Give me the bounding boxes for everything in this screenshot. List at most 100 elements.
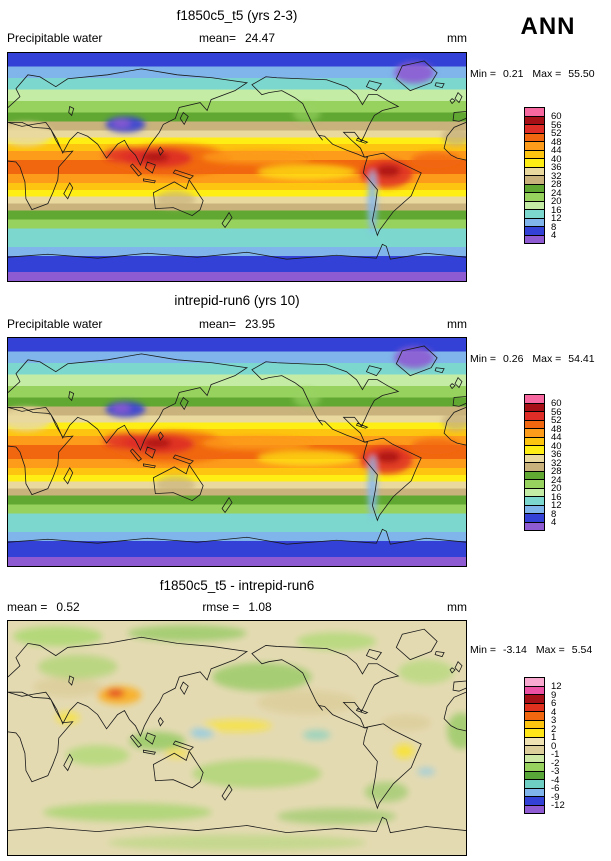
colorbar-tick-label: -1: [551, 749, 560, 760]
colorbar-tick-label: 16: [551, 491, 562, 503]
panel-title-case: f1850c5_t5 (yrs 2-3): [176, 8, 298, 23]
minmax-case: Min = 0.21 Max = 55.50: [470, 68, 610, 80]
max-value: 54.41: [568, 353, 595, 365]
colorbar-tick-label: -3: [551, 766, 560, 777]
colorbar-tick-label: -9: [551, 791, 560, 803]
units-label: mm: [447, 317, 467, 331]
colorbar-case: 60 56 52 48 44 40 36 32 28 24 20 16 12 8 4: [524, 107, 562, 244]
mean-label: mean=: [198, 31, 236, 45]
colorbar-tick-label: -12: [551, 800, 565, 811]
colorbar-tick-label: 28: [551, 179, 562, 190]
colorbar-tick-label: 60: [551, 111, 562, 122]
colorbar-tick-label: 48: [551, 136, 562, 148]
mean-stat: mean= 24.47: [7, 31, 467, 45]
rmse-label: rmse =: [202, 600, 240, 614]
units-label: mm: [447, 31, 467, 45]
min-value: 0.21: [502, 68, 524, 80]
max-label: Max =: [535, 644, 565, 656]
mean-value: 23.95: [245, 317, 276, 331]
colorbar-tick-label: 4: [551, 230, 557, 241]
world-map-difference: [8, 621, 466, 855]
colorbar-tick-label: 20: [551, 196, 562, 207]
colorbar-segment: [524, 234, 545, 244]
colorbar-tick-label: 12: [551, 681, 562, 692]
rmse-value: 1.08: [248, 600, 272, 614]
colorbar-segment: [524, 521, 545, 531]
field-label: Precipitable water: [7, 317, 111, 331]
world-map-reference: [8, 338, 466, 566]
colorbar-tick-label: 60: [551, 398, 562, 409]
colorbar-tick-label: 16: [551, 204, 562, 216]
colorbar-tick-label: 40: [551, 440, 562, 452]
colorbar-tick-label: 12: [551, 500, 562, 511]
colorbar-tick-label: 36: [551, 162, 562, 173]
colorbar-tick-label: -4: [551, 774, 560, 786]
mean-label: mean=: [198, 317, 236, 331]
max-value: 55.50: [568, 68, 595, 80]
colorbar-tick-label: 12: [551, 213, 562, 224]
field-anomaly-blobs: [12, 625, 466, 851]
colorbar-tick-label: 44: [551, 145, 562, 156]
field-label-text: Precipitable water: [7, 31, 103, 45]
colorbar-tick-label: 24: [551, 187, 562, 199]
mean-value: 24.47: [245, 31, 276, 45]
colorbar-segment: [524, 804, 545, 814]
field-label-text: Precipitable water: [7, 317, 103, 331]
stats-row-difference: mean = 0.52 rmse = 1.08 mm: [7, 600, 467, 614]
mean-value: 0.52: [56, 600, 80, 614]
colorbar-tick-label: 20: [551, 483, 562, 494]
colorbar-tick-label: 56: [551, 119, 562, 131]
field-anomaly-blobs: [8, 61, 466, 234]
colorbar-tick-label: 0: [551, 740, 557, 752]
colorbar-tick-label: 8: [551, 221, 557, 233]
colorbar-tick-label: 56: [551, 406, 562, 418]
panel-title-difference: f1850c5_t5 - intrepid-run6: [159, 578, 315, 593]
colorbar-tick-label: 52: [551, 415, 562, 426]
world-map-case: [8, 53, 466, 281]
rmse-stat: rmse = 1.08: [7, 600, 467, 614]
min-value: 0.26: [502, 353, 524, 365]
max-label: Max =: [532, 68, 562, 80]
colorbar-tick-label: -2: [551, 757, 560, 769]
colorbar-tick-label: 24: [551, 474, 562, 486]
colorbar-tick-label: 40: [551, 153, 562, 165]
coastlines: [8, 345, 466, 545]
colorbar-tick-label: 6: [551, 698, 557, 709]
stats-row-case: Precipitable water mean= 24.47 mm: [7, 31, 467, 45]
stats-row-reference: Precipitable water mean= 23.95 mm: [7, 317, 467, 331]
colorbar-tick-label: 28: [551, 466, 562, 477]
colorbar-tick-label: -6: [551, 783, 560, 794]
minmax-difference: Min = -3.14 Max = 5.54: [470, 644, 610, 656]
colorbar-tick-label: 4: [551, 517, 557, 528]
mean-stat: mean= 23.95: [7, 317, 467, 331]
min-label: Min =: [470, 353, 496, 365]
colorbar-difference: 12 9 6 4 3 2 1 0 -1 -2 -3 -4 -6 -9 -12: [524, 677, 565, 814]
field-anomaly-blobs: [8, 346, 466, 519]
map-reference: [7, 337, 467, 567]
colorbar-tick-label: 36: [551, 449, 562, 460]
min-label: Min =: [470, 644, 496, 656]
min-label: Min =: [470, 68, 496, 80]
colorbar-tick-label: 44: [551, 432, 562, 443]
colorbar-tick-label: 4: [551, 706, 557, 718]
minmax-reference: Min = 0.26 Max = 54.41: [470, 353, 610, 365]
colorbar-tick-label: 1: [551, 732, 557, 743]
colorbar-tick-label: 8: [551, 508, 557, 520]
min-value: -3.14: [502, 644, 527, 656]
colorbar-reference: 60 56 52 48 44 40 36 32 28 24 20 16 12 8 4: [524, 394, 562, 531]
colorbar-tick-label: 48: [551, 423, 562, 435]
field-label: Precipitable water: [7, 31, 111, 45]
coastlines: [8, 628, 466, 834]
colorbar-tick-label: 52: [551, 128, 562, 139]
map-difference: [7, 620, 467, 856]
colorbar-tick-label: 9: [551, 689, 557, 701]
colorbar-tick-label: 32: [551, 457, 562, 469]
season-label: ANN: [520, 13, 576, 40]
colorbar-tick-label: 32: [551, 170, 562, 182]
mean-stat: mean = 0.52: [7, 600, 80, 614]
max-label: Max =: [532, 353, 562, 365]
colorbar-tick-label: 2: [551, 723, 557, 735]
units-label: mm: [447, 600, 467, 614]
colorbar-tick-label: 3: [551, 715, 557, 726]
